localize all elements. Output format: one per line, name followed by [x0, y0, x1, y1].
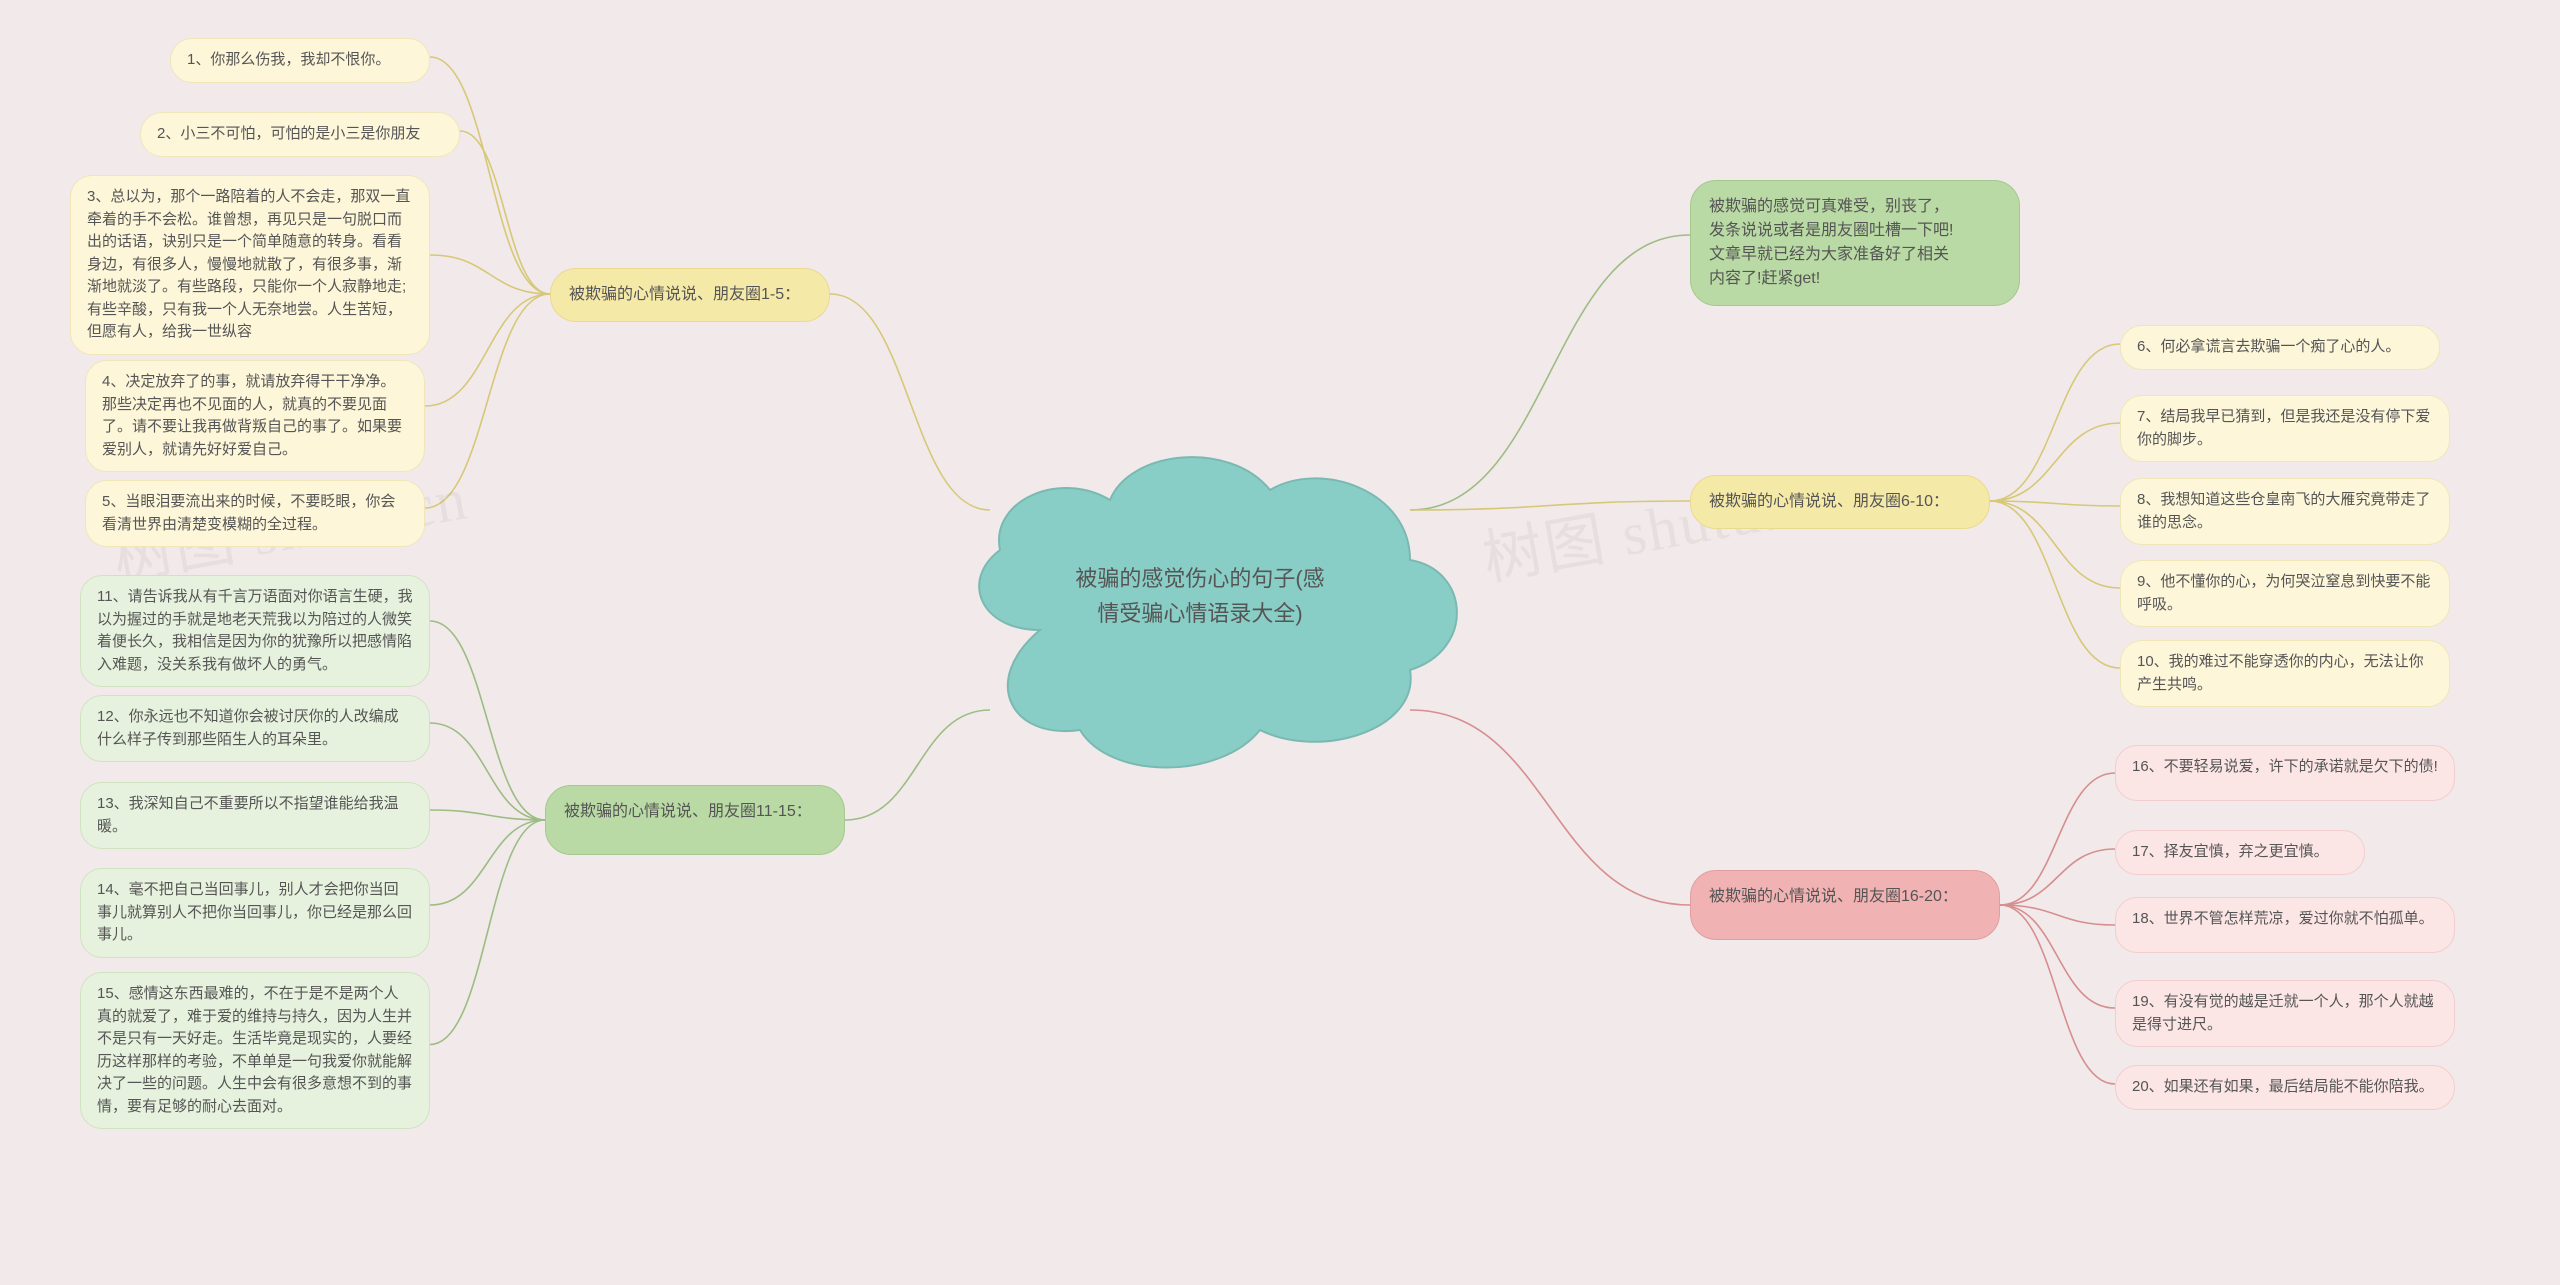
leaf-node: 2、小三不可怕，可怕的是小三是你朋友	[140, 112, 460, 157]
branch-node: 被欺骗的心情说说、朋友圈6-10：	[1690, 475, 1990, 529]
leaf-node: 5、当眼泪要流出来的时候，不要眨眼，你会看清世界由清楚变模糊的全过程。	[85, 480, 425, 547]
leaf-node: 3、总以为，那个一路陪着的人不会走，那双一直牵着的手不会松。谁曾想，再见只是一句…	[70, 175, 430, 355]
leaf-node: 16、不要轻易说爱，许下的承诺就是欠下的债!	[2115, 745, 2455, 801]
leaf-node: 4、决定放弃了的事，就请放弃得干干净净。那些决定再也不见面的人，就真的不要见面了…	[85, 360, 425, 472]
leaf-node: 19、有没有觉的越是迁就一个人，那个人就越是得寸进尺。	[2115, 980, 2455, 1047]
branch-node: 被欺骗的心情说说、朋友圈16-20：	[1690, 870, 2000, 940]
leaf-node: 9、他不懂你的心，为何哭泣窒息到快要不能呼吸。	[2120, 560, 2450, 627]
leaf-node: 10、我的难过不能穿透你的内心，无法让你产生共鸣。	[2120, 640, 2450, 707]
leaf-node: 14、毫不把自己当回事儿，别人才会把你当回事儿就算别人不把你当回事儿，你已经是那…	[80, 868, 430, 958]
leaf-node: 11、请告诉我从有千言万语面对你语言生硬，我以为握过的手就是地老天荒我以为陪过的…	[80, 575, 430, 687]
leaf-node: 12、你永远也不知道你会被讨厌你的人改编成什么样子传到那些陌生人的耳朵里。	[80, 695, 430, 762]
leaf-node: 15、感情这东西最难的，不在于是不是两个人真的就爱了，难于爱的维持与持久，因为人…	[80, 972, 430, 1129]
leaf-node: 7、结局我早已猜到，但是我还是没有停下爱你的脚步。	[2120, 395, 2450, 462]
leaf-node: 13、我深知自己不重要所以不指望谁能给我温暖。	[80, 782, 430, 849]
mindmap-canvas: 树图 shutu.cn树图 shutu.cn被骗的感觉伤心的句子(感 情受骗心情…	[0, 0, 2560, 1285]
branch-node: 被欺骗的心情说说、朋友圈1-5：	[550, 268, 830, 322]
leaf-node: 1、你那么伤我，我却不恨你。	[170, 38, 430, 83]
leaf-node: 18、世界不管怎样荒凉，爱过你就不怕孤单。	[2115, 897, 2455, 953]
branch-node: 被欺骗的心情说说、朋友圈11-15：	[545, 785, 845, 855]
leaf-node: 20、如果还有如果，最后结局能不能你陪我。	[2115, 1065, 2455, 1110]
leaf-node: 17、择友宜慎，弃之更宜慎。	[2115, 830, 2365, 875]
leaf-node: 8、我想知道这些仓皇南飞的大雁究竟带走了谁的思念。	[2120, 478, 2450, 545]
branch-node: 被欺骗的感觉可真难受，别丧了， 发条说说或者是朋友圈吐槽一下吧! 文章早就已经为…	[1690, 180, 2020, 306]
leaf-node: 6、何必拿谎言去欺骗一个痴了心的人。	[2120, 325, 2440, 370]
center-node: 被骗的感觉伤心的句子(感 情受骗心情语录大全)	[920, 430, 1480, 790]
center-node-label: 被骗的感觉伤心的句子(感 情受骗心情语录大全)	[920, 560, 1480, 630]
